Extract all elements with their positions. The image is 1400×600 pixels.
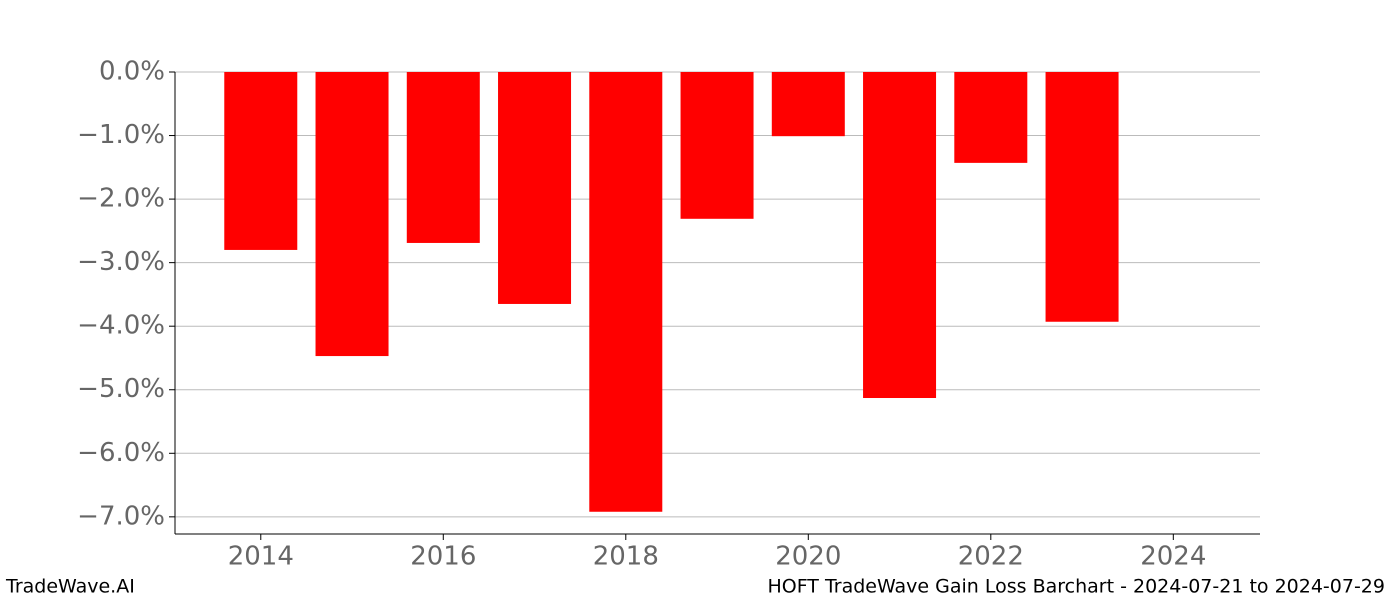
x-tick-label: 2022 bbox=[958, 542, 1024, 572]
y-tick-label: −2.0% bbox=[77, 184, 165, 214]
x-tick-label: 2018 bbox=[593, 542, 659, 572]
bar bbox=[954, 72, 1028, 163]
y-tick-label: −3.0% bbox=[77, 247, 165, 277]
bar bbox=[224, 72, 298, 250]
y-tick-label: −1.0% bbox=[77, 120, 165, 150]
y-tick-label: −5.0% bbox=[77, 374, 165, 404]
bar bbox=[863, 72, 937, 399]
bar bbox=[498, 72, 572, 304]
y-tick-label: −6.0% bbox=[77, 438, 165, 468]
bar bbox=[771, 72, 845, 137]
bar bbox=[680, 72, 754, 219]
y-tick-label: −7.0% bbox=[77, 501, 165, 531]
y-tick-label: 0.0% bbox=[99, 57, 165, 87]
bar bbox=[1045, 72, 1119, 322]
y-tick-label: −4.0% bbox=[77, 311, 165, 341]
x-tick-label: 2024 bbox=[1140, 542, 1206, 572]
bar bbox=[406, 72, 480, 243]
bar bbox=[589, 72, 663, 512]
footer-left: TradeWave.AI bbox=[5, 576, 135, 598]
x-tick-label: 2020 bbox=[775, 542, 841, 572]
footer-right: HOFT TradeWave Gain Loss Barchart - 2024… bbox=[767, 576, 1385, 598]
x-tick-label: 2014 bbox=[228, 542, 294, 572]
x-tick-label: 2016 bbox=[410, 542, 476, 572]
bar bbox=[315, 72, 389, 357]
